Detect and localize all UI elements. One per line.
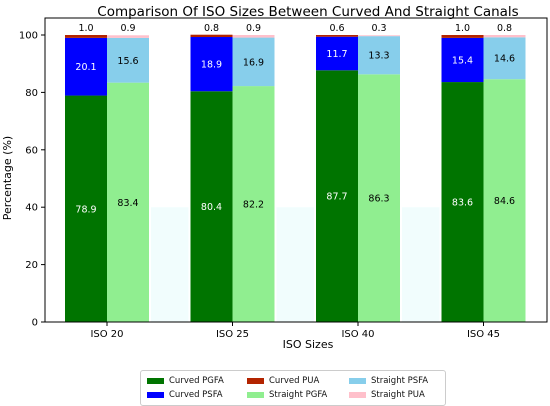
bar-curved-pgfa	[190, 91, 233, 322]
bar-curved-pua	[441, 35, 484, 38]
data-label: 15.4	[452, 55, 473, 66]
bar-straight-pgfa	[358, 74, 400, 322]
data-label: 87.7	[326, 192, 347, 203]
data-label: 15.6	[117, 56, 138, 67]
legend-item-curved-pua: Curved PUA	[247, 375, 349, 386]
data-label: 16.9	[243, 57, 264, 68]
legend-swatch	[147, 391, 164, 398]
bar-straight-pgfa	[483, 79, 526, 322]
data-label: 0.3	[371, 23, 386, 34]
y-tick-label: 0	[32, 318, 38, 329]
bar-curved-pgfa	[316, 70, 358, 323]
x-axis-label: ISO Sizes	[283, 338, 334, 351]
bar-curved-psfa	[316, 36, 358, 71]
data-label: 1.0	[455, 23, 470, 34]
plot-frame	[44, 17, 548, 323]
legend-items: Curved PGFA Curved PUA Straight PSFA Curved…	[147, 375, 445, 400]
bar-curved-pgfa	[65, 95, 107, 322]
data-label: 11.7	[326, 49, 347, 60]
x-tick-label: ISO 45	[467, 329, 500, 340]
bar-straight-psfa	[232, 37, 275, 87]
data-label: 0.8	[204, 23, 219, 34]
bar-curved-pua	[316, 35, 358, 37]
x-tick-label: ISO 20	[90, 329, 123, 340]
bar-straight-psfa	[483, 37, 526, 80]
bar-straight-pua	[483, 35, 526, 38]
legend-swatch	[349, 377, 366, 384]
bar-curved-pua	[190, 34, 233, 38]
x-tick-label: ISO 40	[341, 329, 374, 340]
data-label: 86.3	[368, 194, 389, 205]
data-label: 0.8	[497, 23, 512, 34]
legend-label: Curved PGFA	[169, 375, 224, 386]
data-label: 83.6	[452, 198, 473, 209]
data-label: 1.0	[78, 23, 93, 34]
legend-label: Curved PSFA	[169, 389, 223, 400]
data-label: 14.6	[494, 54, 515, 65]
legend-label: Straight PGFA	[269, 389, 328, 400]
legend-item-curved-pgfa: Curved PGFA	[147, 375, 247, 386]
legend: Curved PGFA Curved PUA Straight PSFA Curved…	[140, 370, 446, 406]
bar-straight-psfa	[107, 37, 149, 83]
legend-swatch	[247, 391, 264, 398]
bar-straight-pua	[107, 35, 149, 38]
chart: Comparison Of ISO Sizes Between Curved A…	[1, 4, 548, 351]
data-label: 80.4	[201, 202, 222, 213]
legend-item-curved-psfa: Curved PSFA	[147, 389, 247, 400]
legend-label: Curved PUA	[269, 375, 320, 386]
data-label: 82.2	[243, 200, 264, 211]
bar-curved-pgfa	[441, 82, 484, 323]
data-label: 0.9	[120, 23, 135, 34]
data-label: 18.9	[201, 60, 222, 71]
group-gap-background	[151, 207, 189, 322]
bar-curved-pua	[65, 35, 107, 38]
legend-swatch	[349, 391, 366, 398]
chart-title: Comparison Of ISO Sizes Between Curved A…	[97, 4, 518, 20]
y-tick-label: 100	[19, 31, 38, 42]
y-tick-label: 40	[25, 203, 38, 214]
x-tick-label: ISO 25	[216, 329, 249, 340]
bar-straight-pua	[358, 35, 400, 37]
plot-area: 78.9 20.1 1.0 83.4 15.6 0.9 ISO 20 80.4 18.9 0.8 8…	[19, 17, 548, 340]
data-label: 84.6	[494, 196, 515, 207]
bar-curved-psfa	[190, 37, 233, 92]
y-tick-label: 80	[25, 88, 38, 99]
data-label: 0.6	[329, 23, 344, 34]
data-label: 13.3	[368, 51, 389, 62]
bar-straight-pua	[232, 35, 275, 38]
bar-curved-psfa	[441, 37, 484, 83]
legend-item-straight-psfa: Straight PSFA	[349, 375, 445, 386]
legend-swatch	[147, 377, 164, 384]
group-gap-background	[276, 207, 314, 322]
y-axis-label: Percentage (%)	[1, 136, 14, 220]
legend-label: Straight PUA	[371, 389, 425, 400]
legend-swatch	[247, 377, 264, 384]
legend-item-straight-pgfa: Straight PGFA	[247, 389, 349, 400]
bar-straight-psfa	[358, 36, 400, 75]
bar-curved-psfa	[65, 37, 107, 96]
bar-straight-pgfa	[232, 86, 275, 322]
legend-label: Straight PSFA	[371, 375, 429, 386]
data-label: 0.9	[246, 23, 261, 34]
bar-straight-pgfa	[107, 82, 149, 322]
group-gap-background	[402, 207, 440, 322]
data-label: 78.9	[75, 204, 96, 215]
data-label: 83.4	[117, 198, 138, 209]
y-tick-label: 20	[25, 260, 38, 271]
y-tick-label: 60	[25, 145, 38, 156]
legend-item-straight-pua: Straight PUA	[349, 389, 445, 400]
data-label: 20.1	[75, 62, 96, 73]
